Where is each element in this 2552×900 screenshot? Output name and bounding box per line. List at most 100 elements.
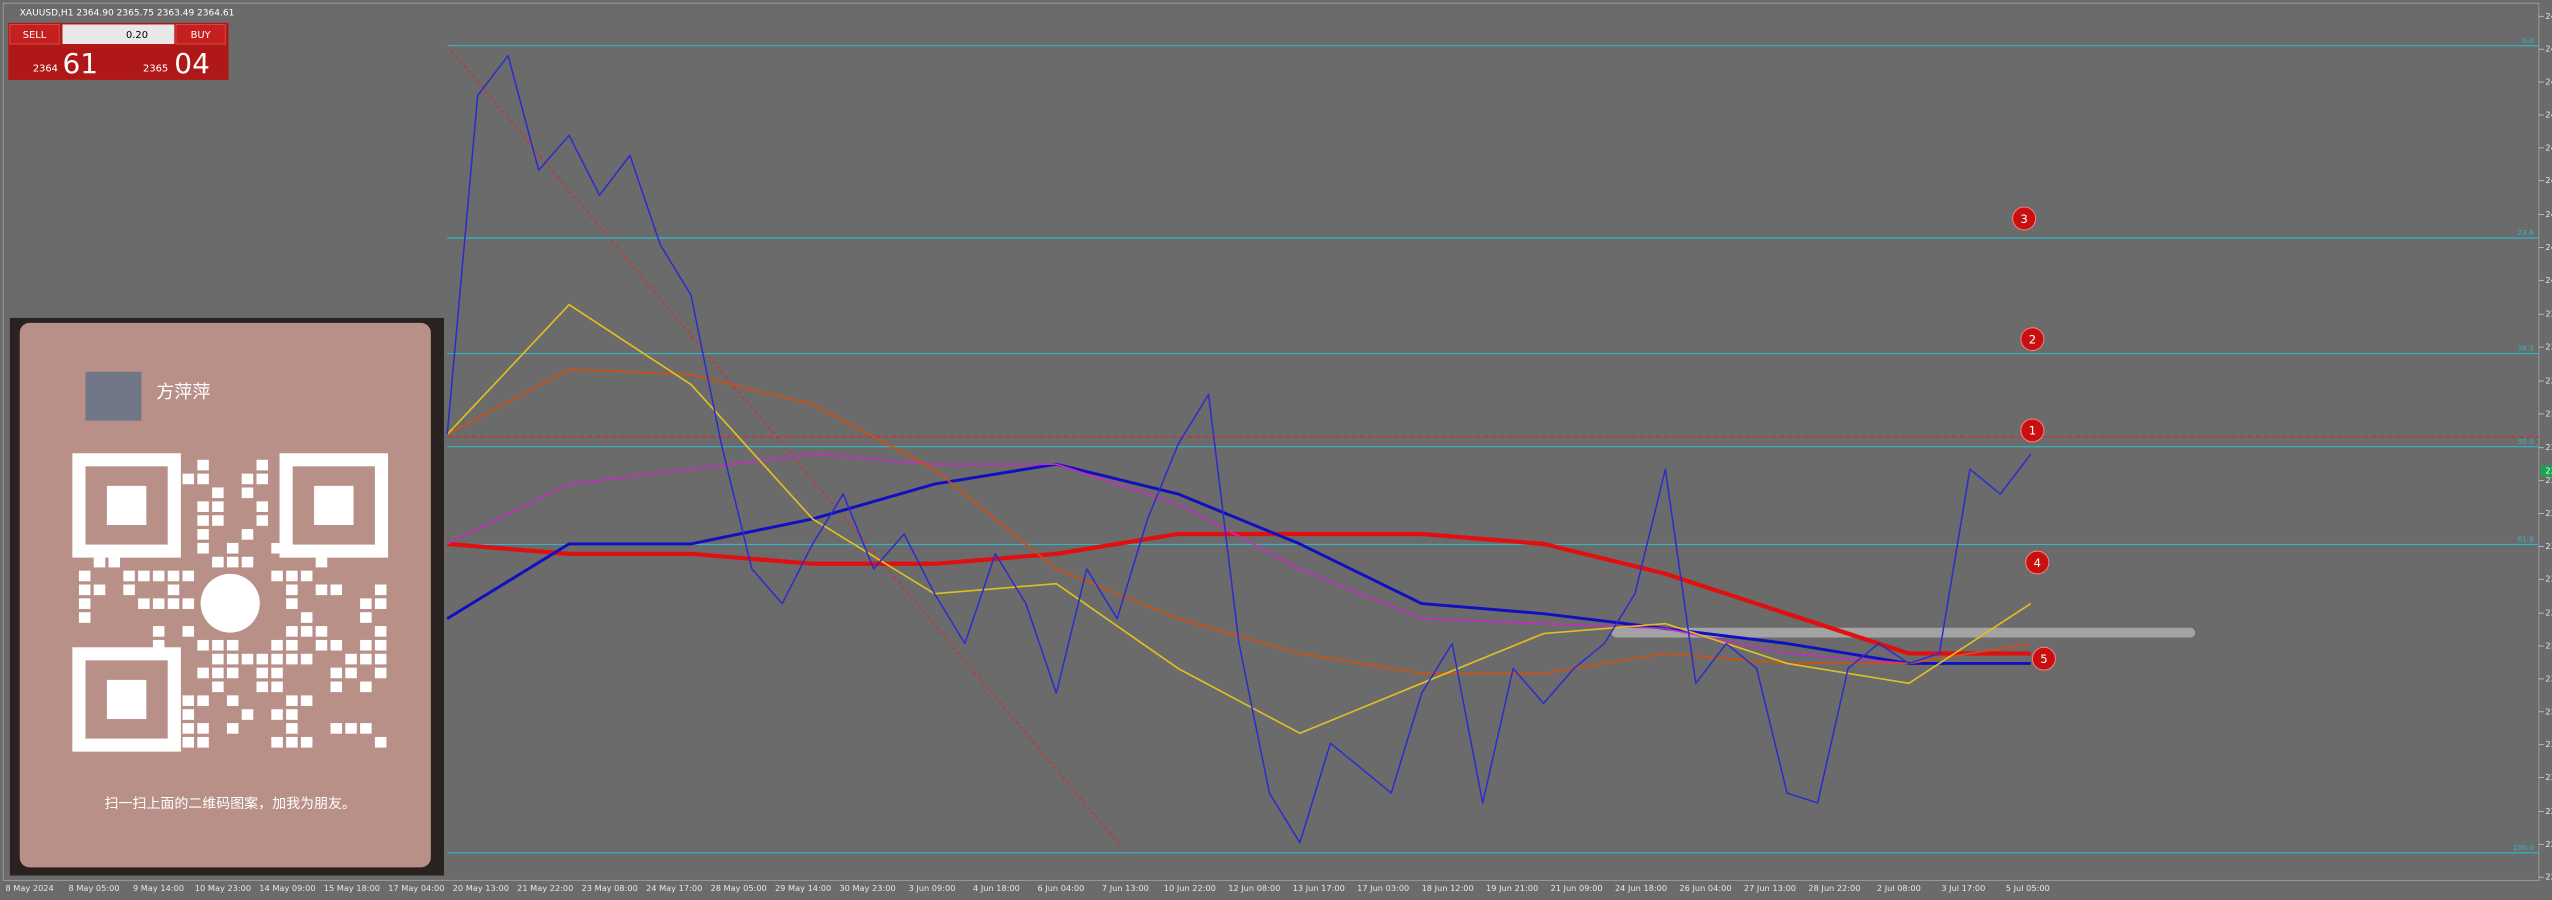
x-tick-label: 28 Jun 22:00 [1808,883,1860,893]
x-tick-label: 24 Jun 18:00 [1615,883,1667,893]
marker [2020,418,2045,443]
qr-dot [330,667,343,679]
qr-finder-core [106,679,147,720]
y-tick-label: 2342.90 [2545,574,2552,584]
series-layer: 0.0 23.6 38.2 50.0 61.8 100.0 [446,36,2539,854]
marker-label: 1 [2029,424,2036,438]
qr-logo [200,573,260,633]
moving-average [446,462,2031,665]
qr-dot [286,709,298,720]
qr-dot [197,695,209,706]
marker [2012,206,2037,231]
qr-dot [226,667,239,679]
qr-dot [271,542,283,554]
bid-small: 61 [62,47,98,80]
qr-dot [152,598,165,609]
buy-button[interactable] [175,24,226,45]
qr-dot [182,626,195,637]
y-tick-label: 2436.10 [2545,109,2552,119]
price-tag [2540,465,2552,477]
qr-dot [271,681,283,693]
qr-dot [271,570,283,582]
qr-dot [286,584,298,596]
qr-dot [78,612,91,623]
card-name: 方萍萍 [156,382,210,403]
y-tick-label: 2455.90 [2545,11,2552,21]
qr-dot [108,556,121,568]
qr-dot [286,653,298,665]
qr-dot [271,639,283,651]
y-tick-label: 2356.10 [2545,508,2552,518]
y-tick-label: 2442.70 [2545,77,2552,87]
header-title: XAUUSD,H1 2364.90 2365.75 2363.49 2364.6… [20,9,235,19]
qr-dot [300,570,313,582]
trade-panel: SELL 0.20 BUY 2364 61 2365 04 [8,22,229,80]
qr-dot [152,626,165,637]
qr-dot [212,515,224,526]
qr-dot [123,584,135,596]
qr-dot [300,626,313,637]
card-caption: 扫一扫上面的二维码图案，加我为朋友。 [105,795,356,812]
bid-big: 2364 [33,63,58,74]
qr-finder-core [106,485,147,525]
qr-dot [212,639,224,651]
qr-dot [271,709,283,720]
lot-input[interactable] [62,24,175,45]
x-tick-label: 10 May 23:00 [195,883,251,893]
qr-dot [374,667,387,679]
qr-dot [330,584,343,596]
y-tick-label: 2322.90 [2545,673,2552,683]
qr-dot [345,667,357,679]
x-tick-label: 9 May 14:00 [133,883,184,893]
x-tick-label: 10 Jun 22:00 [1164,883,1216,893]
x-tick-label: 3 Jun 09:00 [909,883,956,893]
qr-dot [345,653,357,665]
y-tick-label: 2376.10 [2545,408,2552,418]
qr-dot [256,681,269,693]
price-line [446,54,2032,844]
qr-dot [212,556,224,568]
qr-dot [182,570,195,582]
qr-finder [72,647,181,752]
y-tick-label: 2422.90 [2545,175,2552,185]
qr-dot [182,473,195,485]
qr-dot [374,584,387,596]
x-tick-label: 14 May 09:00 [259,883,315,893]
qr-dot [226,556,239,568]
qr-dot [374,626,387,637]
price-tag-label: 2364.61 [2545,466,2552,476]
moving-average [447,531,2031,656]
ask-big: 2365 [143,63,168,74]
moving-average [446,368,2031,675]
qr-dot [197,459,209,471]
x-tick-label: 17 May 04:00 [388,883,444,893]
buy-label: BUY [191,30,212,41]
qr-dot [182,736,195,748]
qr-dot [241,473,254,485]
fib-label: 61.8 [2517,535,2534,544]
qr-dot [226,653,239,665]
qr-dot [330,681,343,693]
qr-dot [78,584,91,596]
qr-dot [374,639,387,651]
marker-label: 3 [2021,212,2028,226]
qr-dot [123,570,135,582]
highlight-bar [1611,627,2196,638]
y-tick-label: 2309.70 [2545,739,2552,749]
qr-dot [182,709,195,720]
x-tick-label: 19 Jun 21:00 [1486,883,1538,893]
x-tick-label: 29 May 14:00 [775,883,831,893]
x-tick-label: 27 Jun 13:00 [1744,883,1796,893]
y-tick-label: 2369.30 [2545,442,2552,452]
qr-dot [182,598,195,609]
qr-dot [197,501,209,512]
moving-average [446,303,2032,735]
qr-dot [374,736,387,748]
sell-button[interactable] [9,24,60,45]
y-tick-label: 2362.70 [2545,475,2552,485]
y-tick-label: 2449.30 [2545,44,2552,54]
x-tick-label: 17 Jun 03:00 [1357,883,1409,893]
qr-dot [241,487,254,499]
qr-dot [286,598,298,609]
